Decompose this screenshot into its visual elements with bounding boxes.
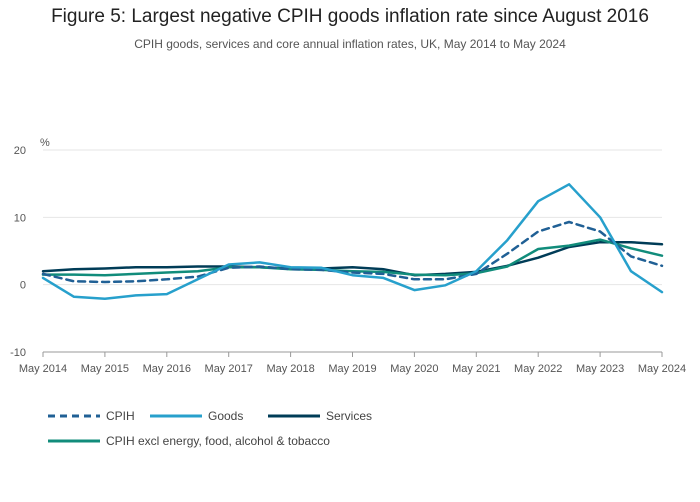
- series-line-services: [41, 240, 664, 277]
- y-tick-label: -10: [10, 347, 26, 359]
- legend-label: CPIH excl energy, food, alcohol & tobacc…: [106, 434, 330, 448]
- legend-label: Goods: [208, 409, 243, 423]
- x-tick-label: May 2022: [514, 363, 562, 375]
- x-tick-label: May 2023: [576, 363, 624, 375]
- x-tick-label: May 2018: [266, 363, 314, 375]
- legend-label: CPIH: [106, 409, 135, 423]
- x-tick-label: May 2016: [143, 363, 191, 375]
- series-line-goods: [41, 183, 664, 301]
- series-line-core: [41, 238, 664, 277]
- y-axis-unit-label: %: [40, 137, 50, 149]
- y-tick-label: 0: [20, 280, 26, 292]
- chart-subtitle: CPIH goods, services and core annual inf…: [134, 37, 566, 51]
- chart-title: Figure 5: Largest negative CPIH goods in…: [51, 6, 649, 27]
- x-tick-label: May 2024: [638, 363, 686, 375]
- x-tick-label: May 2015: [81, 363, 129, 375]
- series-line-cpih: [41, 220, 664, 284]
- x-tick-label: May 2021: [452, 363, 500, 375]
- x-tick-label: May 2020: [390, 363, 438, 375]
- legend-label: Services: [326, 409, 372, 423]
- x-tick-label: May 2017: [205, 363, 253, 375]
- y-tick-label: 20: [14, 145, 26, 157]
- x-tick-label: May 2019: [328, 363, 376, 375]
- x-tick-label: May 2014: [19, 363, 67, 375]
- y-tick-label: 10: [14, 212, 26, 224]
